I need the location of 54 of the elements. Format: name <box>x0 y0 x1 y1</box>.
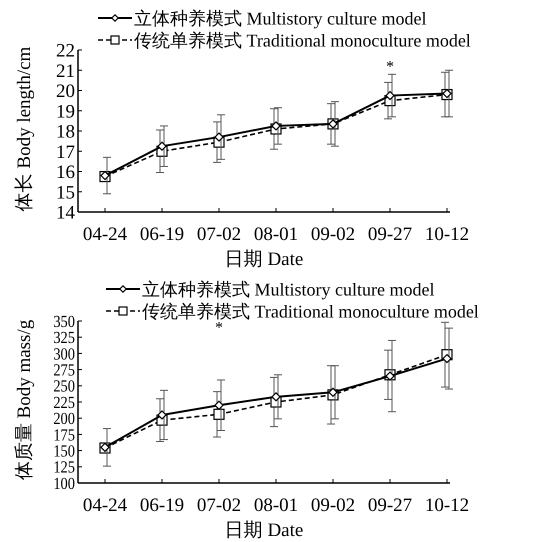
x-tick-label: 09-27 <box>368 224 412 245</box>
y-tick-label: 300 <box>53 345 76 364</box>
x-axis-title: 日期 Date <box>224 249 304 270</box>
y-tick-label: 19 <box>56 101 75 122</box>
y-tick-label: 14 <box>56 202 76 224</box>
x-tick-label: 08-01 <box>254 495 298 516</box>
y-tick-label: 125 <box>53 458 76 478</box>
x-tick-label: 10-12 <box>424 495 470 516</box>
x-tick-label: 06-19 <box>140 495 184 516</box>
legend-label: 立体种养模式 Multistory culture model <box>142 279 434 300</box>
point <box>328 388 338 397</box>
y-tick-label: 225 <box>53 394 76 412</box>
y-tick-label: 350 <box>53 312 76 332</box>
x-tick-label: 06-19 <box>140 224 184 245</box>
x-tick-label: 09-02 <box>310 224 356 245</box>
point <box>385 90 395 100</box>
x-tick-label: 09-02 <box>310 495 356 516</box>
y-tick-label: 22 <box>56 40 75 62</box>
x-tick-label: 07-02 <box>196 224 242 245</box>
y-axis-title: 体质量 Body mass/g <box>14 319 35 480</box>
x-tick-label: 10-12 <box>424 224 470 245</box>
x-tick-label: 07-02 <box>196 495 242 516</box>
y-tick-label: 100 <box>53 474 76 494</box>
x-tick-label: 04-24 <box>82 224 128 245</box>
x-axis-title: 日期 Date <box>224 520 304 541</box>
y-tick-label: 15 <box>56 182 75 204</box>
y-tick-label: 150 <box>53 442 76 461</box>
y-tick-label: 21 <box>56 60 75 82</box>
point <box>157 410 167 420</box>
x-tick-label: 09-27 <box>368 495 412 516</box>
point <box>271 392 281 402</box>
annotation: * <box>386 58 394 76</box>
y-tick-label: 18 <box>56 122 75 143</box>
legend-label: 传统单养模式 Traditional monoculture model <box>134 30 471 50</box>
y-tick-label: 17 <box>56 142 75 163</box>
point <box>157 142 167 151</box>
y-tick-label: 20 <box>56 81 75 102</box>
point <box>214 400 224 410</box>
y-tick-label: 250 <box>53 378 76 396</box>
point <box>271 121 281 131</box>
x-tick-label: 04-24 <box>82 495 128 516</box>
annotation: * <box>215 320 223 337</box>
point <box>214 132 224 142</box>
y-tick-label: 325 <box>53 329 76 348</box>
x-tick-label: 08-01 <box>254 224 298 245</box>
y-tick-label: 175 <box>53 426 76 445</box>
legend-label: 传统单养模式 Traditional monoculture model <box>142 301 479 322</box>
y-tick-label: 200 <box>53 410 76 428</box>
y-tick-label: 275 <box>53 362 76 380</box>
point <box>442 354 452 364</box>
legend-label: 立体种养模式 Multistory culture model <box>134 8 426 28</box>
y-tick-label: 16 <box>56 162 75 184</box>
point <box>213 408 225 420</box>
y-axis-title: 体长 Body length/cm <box>14 46 35 212</box>
